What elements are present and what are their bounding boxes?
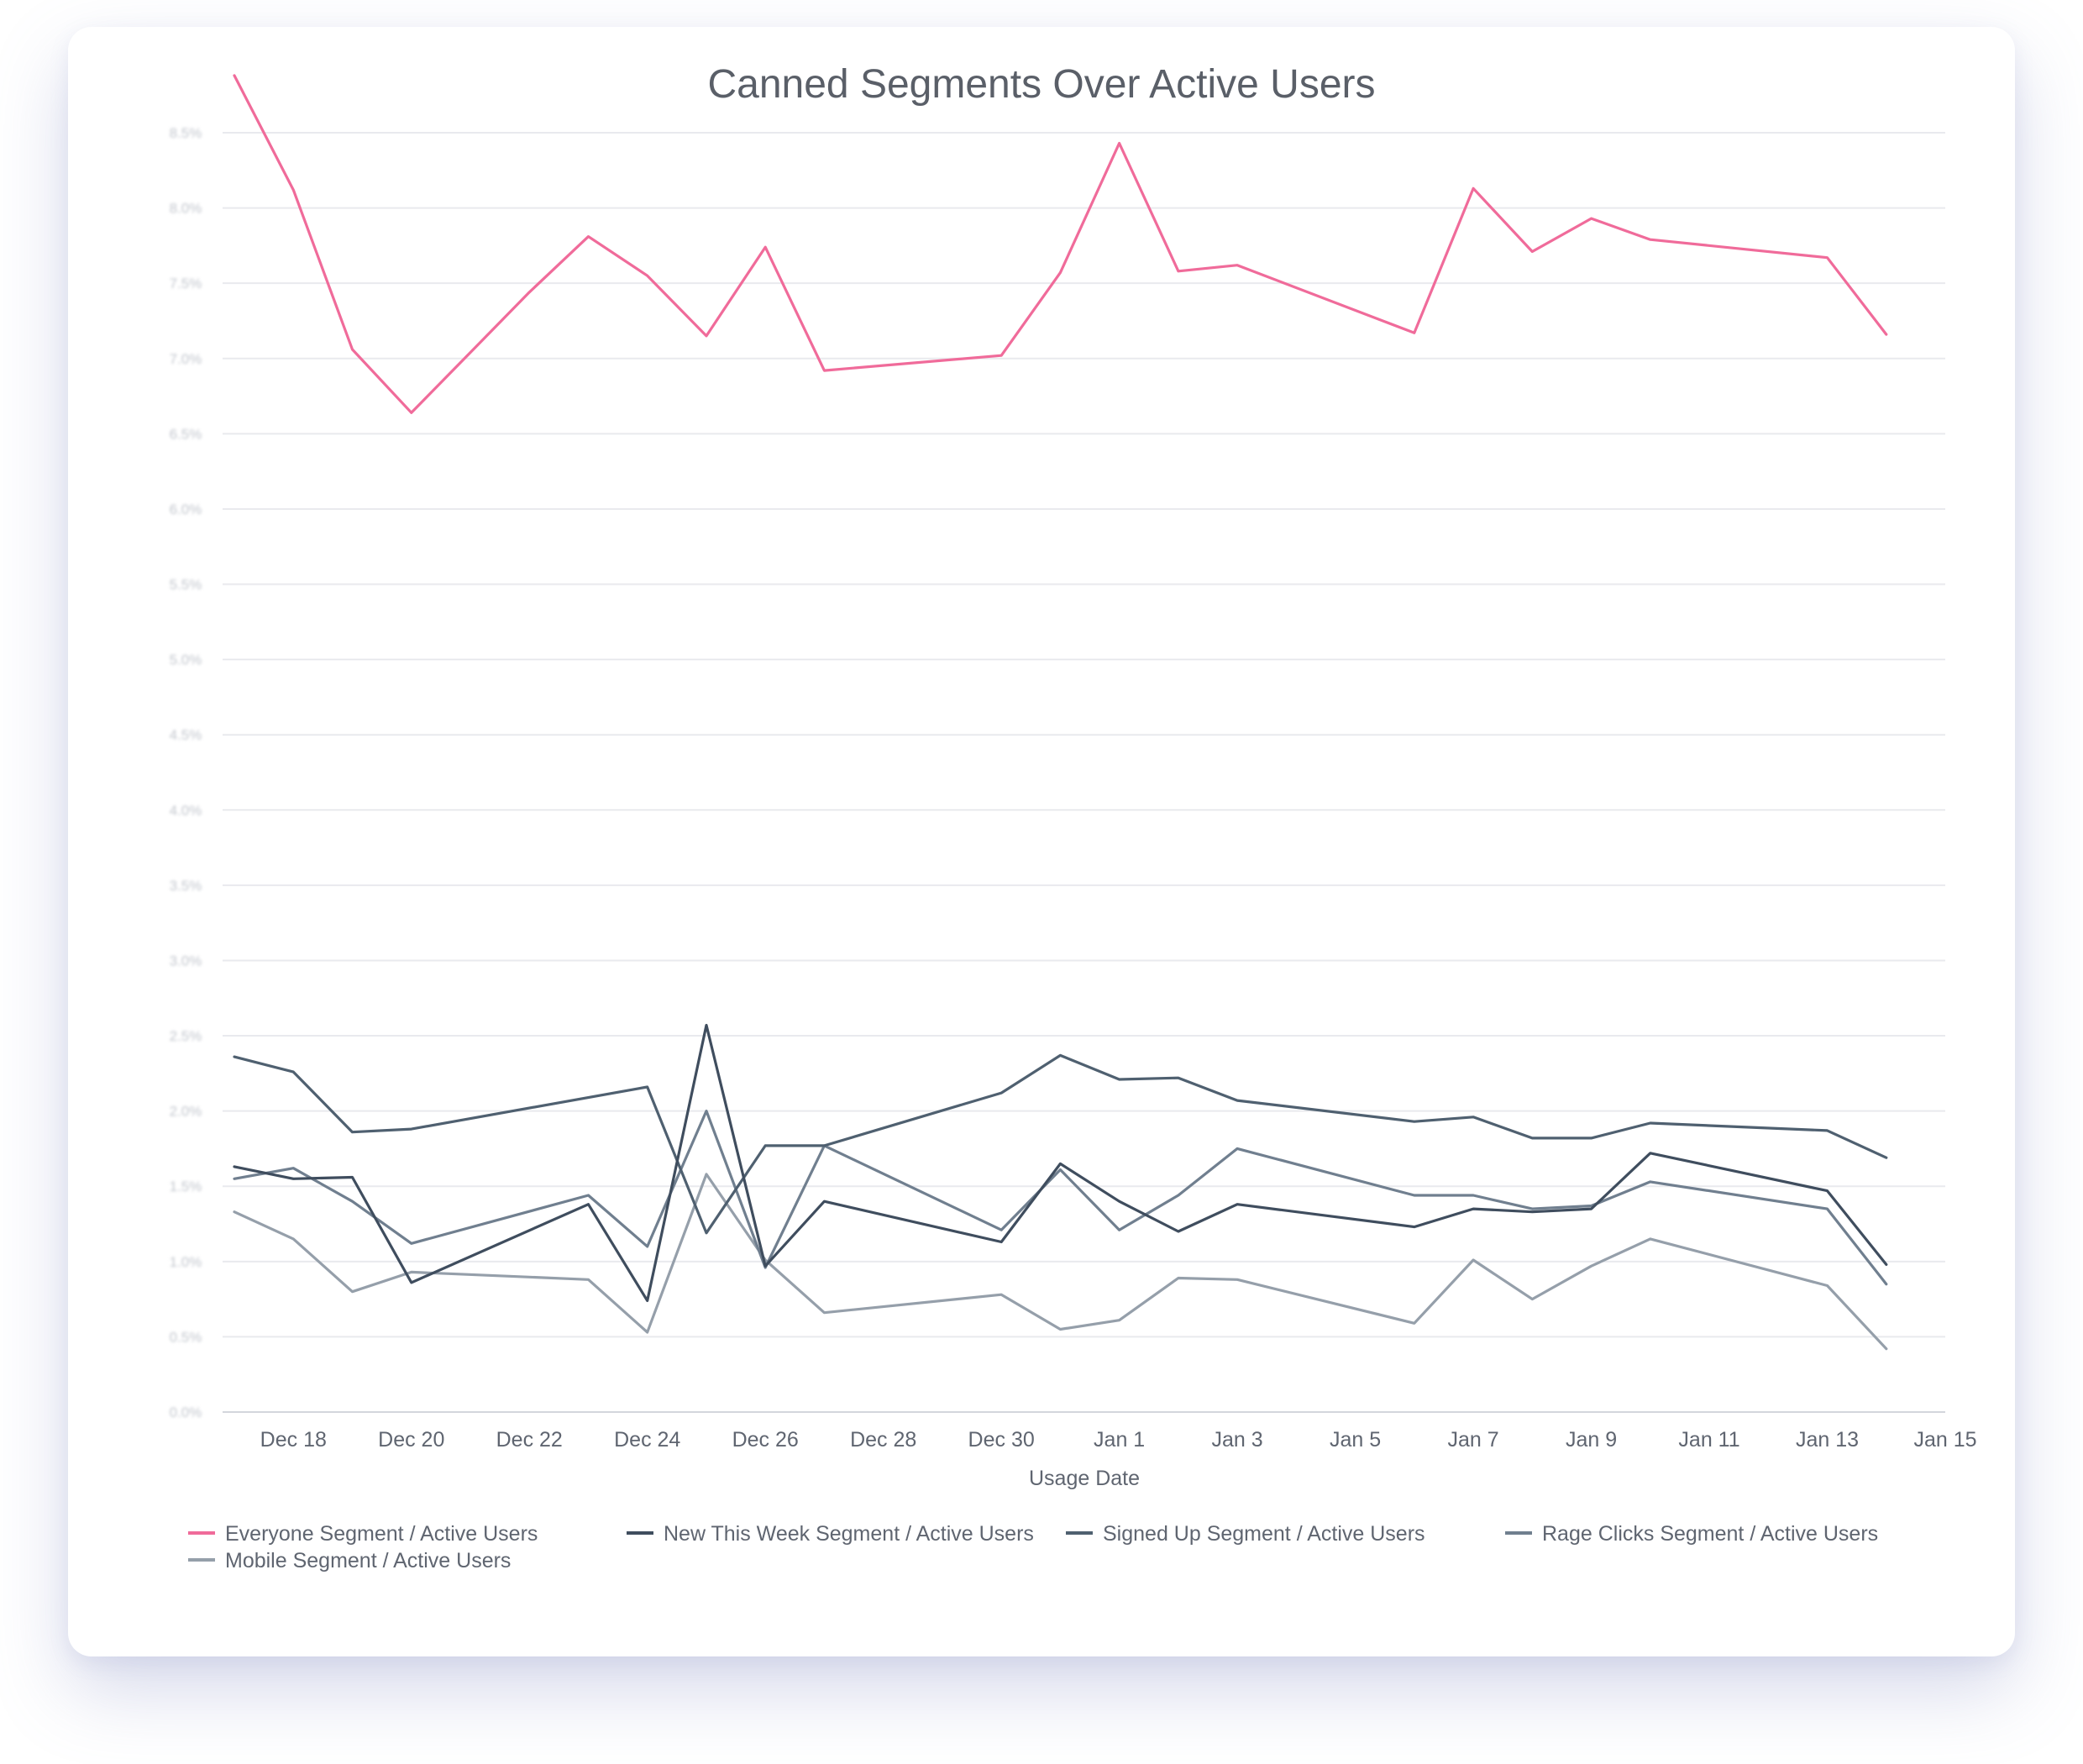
x-tick-label: Dec 24 bbox=[614, 1428, 680, 1452]
y-tick-label: 1.0% bbox=[170, 1254, 202, 1270]
x-tick-label: Jan 15 bbox=[1913, 1428, 1976, 1452]
line-chart: Canned Segments Over Active Users 0.0%0.… bbox=[170, 62, 1977, 1572]
y-tick-label: 6.5% bbox=[170, 426, 202, 442]
x-tick-label: Dec 18 bbox=[260, 1428, 327, 1452]
x-tick-label: Dec 22 bbox=[496, 1428, 563, 1452]
y-tick-label: 3.5% bbox=[170, 878, 202, 894]
y-tick-label: 8.5% bbox=[170, 125, 202, 141]
x-tick-label: Jan 7 bbox=[1447, 1428, 1498, 1452]
y-tick-label: 4.5% bbox=[170, 727, 202, 743]
y-tick-label: 4.0% bbox=[170, 802, 202, 818]
legend-label: New This Week Segment / Active Users bbox=[664, 1522, 1034, 1546]
series-line-signed-up-segment-active-users bbox=[233, 1053, 1888, 1235]
legend-item[interactable]: Signed Up Segment / Active Users bbox=[1066, 1522, 1425, 1546]
y-tick-label: 7.5% bbox=[170, 276, 202, 291]
x-tick-label: Dec 30 bbox=[968, 1428, 1035, 1452]
gridlines bbox=[223, 132, 1945, 1338]
series-line-mobile-segment-active-users bbox=[233, 1173, 1888, 1351]
series-lines bbox=[233, 74, 1888, 1351]
x-tick-label: Jan 11 bbox=[1678, 1428, 1739, 1452]
y-tick-label: 0.5% bbox=[170, 1329, 202, 1345]
y-tick-label: 3.0% bbox=[170, 953, 202, 969]
y-tick-label: 0.0% bbox=[170, 1404, 202, 1420]
legend-label: Mobile Segment / Active Users bbox=[225, 1549, 511, 1572]
x-tick-label: Dec 20 bbox=[378, 1428, 444, 1452]
legend-item[interactable]: Rage Clicks Segment / Active Users bbox=[1505, 1522, 1878, 1546]
legend-label: Everyone Segment / Active Users bbox=[225, 1522, 538, 1546]
x-tick-label: Jan 5 bbox=[1330, 1428, 1381, 1452]
legend-item[interactable]: Everyone Segment / Active Users bbox=[188, 1522, 538, 1546]
y-tick-label: 2.0% bbox=[170, 1104, 202, 1120]
x-tick-label: Jan 9 bbox=[1566, 1428, 1617, 1452]
x-axis-ticks: Dec 18 Dec 20 Dec 22 Dec 24 Dec 26 Dec 28 Dec … bbox=[260, 1428, 1977, 1452]
legend-label: Rage Clicks Segment / Active Users bbox=[1542, 1522, 1878, 1546]
x-axis-title: Usage Date bbox=[1029, 1467, 1140, 1490]
series-line-new-this-week-segment-active-users bbox=[233, 1023, 1888, 1303]
y-tick-label: 2.5% bbox=[170, 1028, 202, 1044]
series-line-rage-clicks-segment-active-users bbox=[233, 1109, 1888, 1286]
legend-label: Signed Up Segment / Active Users bbox=[1103, 1522, 1425, 1546]
legend-item[interactable]: Mobile Segment / Active Users bbox=[188, 1549, 511, 1572]
x-tick-label: Dec 26 bbox=[732, 1428, 799, 1452]
x-tick-label: Dec 28 bbox=[850, 1428, 916, 1452]
series-line-everyone-segment-active-users bbox=[233, 74, 1888, 414]
x-tick-label: Jan 3 bbox=[1212, 1428, 1263, 1452]
y-tick-label: 1.5% bbox=[170, 1179, 202, 1194]
x-tick-label: Jan 13 bbox=[1796, 1428, 1859, 1452]
y-tick-label: 7.0% bbox=[170, 351, 202, 367]
y-tick-label: 5.0% bbox=[170, 652, 202, 668]
x-tick-label: Jan 1 bbox=[1094, 1428, 1145, 1452]
y-tick-label: 6.0% bbox=[170, 501, 202, 517]
y-tick-label: 5.5% bbox=[170, 577, 202, 593]
y-tick-label: 8.0% bbox=[170, 201, 202, 217]
legend-item[interactable]: New This Week Segment / Active Users bbox=[627, 1522, 1034, 1546]
chart-card: Canned Segments Over Active Users 0.0% 0.… bbox=[68, 27, 2015, 1656]
y-axis-labels: 0.0% 0.5% 1.0% 1.5% 2.0% 2.5% 3.0% 3.5% 4.0% 4.5%… bbox=[170, 125, 202, 1420]
legend: Everyone Segment / Active Users New This … bbox=[188, 1522, 1878, 1572]
chart-title: Canned Segments Over Active Users bbox=[707, 62, 1375, 107]
